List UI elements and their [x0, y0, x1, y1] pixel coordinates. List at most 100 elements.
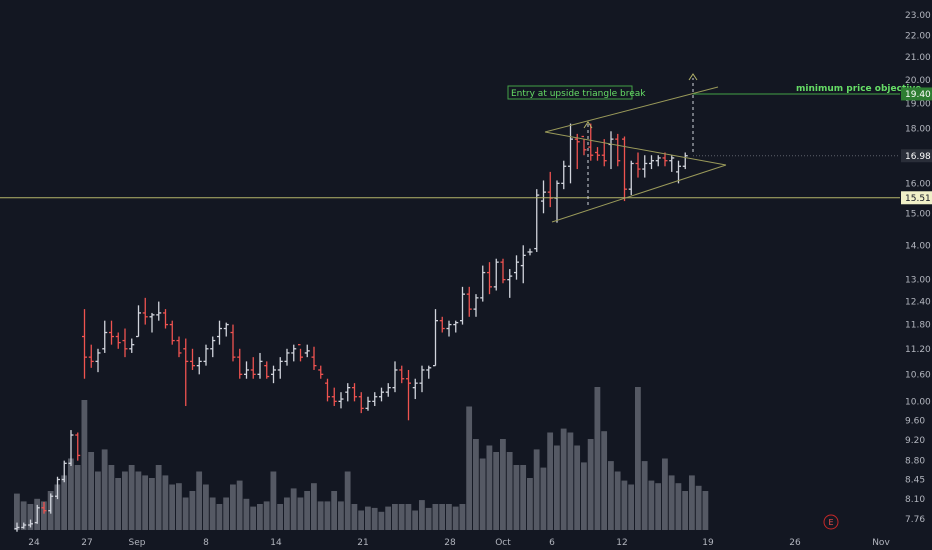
volume-bar	[581, 462, 587, 530]
volume-bar	[101, 449, 108, 530]
ohlc-bar	[21, 522, 27, 529]
y-tick-label: 22.00	[905, 32, 931, 42]
ohlc-bar	[541, 180, 546, 214]
volume-bar	[270, 471, 277, 530]
ohlc-bar	[655, 155, 661, 167]
ohlc-bar	[338, 392, 344, 409]
volume-bar	[230, 484, 236, 530]
ohlc-bar	[466, 286, 472, 317]
objective-annotation: minimum price objective	[796, 84, 921, 94]
ohlc-bar	[365, 396, 371, 411]
ohlc-bar	[318, 365, 324, 379]
ohlc-bar	[230, 324, 236, 362]
ohlc-bar	[379, 387, 384, 402]
ohlc-bar	[352, 383, 357, 402]
ohlc-bar	[385, 383, 391, 397]
support-price-badge: 15.51	[905, 194, 931, 204]
volume-bar	[88, 452, 95, 530]
volume-bar	[155, 465, 162, 530]
volume-bar	[587, 439, 594, 530]
volume-bar	[263, 501, 270, 530]
ohlc-bar	[304, 344, 310, 358]
volume-bar	[648, 480, 655, 530]
volume-bar	[628, 484, 635, 530]
volume-bar	[196, 471, 203, 530]
ohlc-bar	[61, 460, 67, 483]
ohlc-bar	[298, 344, 303, 362]
ohlc-bar	[615, 133, 621, 167]
x-tick-label: Sep	[129, 538, 146, 548]
ohlc-bar	[14, 522, 20, 532]
ohlc-bar	[68, 430, 74, 466]
ohlc-bar	[493, 258, 499, 291]
volume-bar	[81, 400, 88, 530]
ohlc-bar	[561, 160, 567, 190]
volume-bar	[574, 445, 581, 530]
volume-bar	[257, 504, 263, 530]
ohlc-bar	[102, 320, 108, 353]
volume-bar	[344, 471, 351, 530]
volume-bar	[547, 432, 554, 530]
y-tick-label: 9.60	[905, 416, 925, 426]
volume-bar	[675, 483, 682, 530]
ohlc-bar	[628, 160, 634, 196]
volume-bar	[702, 491, 709, 530]
volume-bar	[74, 465, 81, 530]
volume-bar	[479, 458, 486, 530]
volume-bar	[209, 497, 216, 530]
volume-bar	[682, 491, 689, 530]
volume-bar	[513, 465, 520, 530]
ohlc-bar	[406, 369, 411, 421]
price-bars	[14, 123, 688, 532]
ohlc-bar	[250, 357, 256, 379]
ohlc-bar	[514, 255, 519, 280]
volume-bar	[20, 501, 27, 530]
volume-bar	[392, 504, 398, 530]
volume-bar	[68, 458, 74, 530]
volume-bar	[540, 467, 547, 530]
entry-annotation: Entry at upside triangle break	[511, 89, 646, 99]
volume-bar	[243, 498, 250, 530]
ohlc-bar	[257, 352, 263, 379]
y-tick-label: 18.00	[905, 125, 931, 135]
volume-bar	[122, 471, 128, 530]
ohlc-bar	[41, 501, 47, 514]
volume-bar	[277, 504, 284, 530]
overlay-drawings: Entry at upside triangle break minimum pr…	[0, 73, 921, 530]
ohlc-bar	[277, 357, 283, 379]
ohlc-bar	[534, 189, 540, 252]
volume-bar	[506, 452, 513, 530]
volume-bar	[689, 475, 695, 530]
ohlc-bar	[75, 432, 81, 461]
ohlc-bar	[487, 262, 492, 295]
volume-bar	[500, 439, 506, 530]
volume-bar	[432, 504, 439, 530]
y-tick-label: 10.60	[905, 370, 931, 380]
ohlc-bar	[176, 336, 182, 358]
volume-bar	[189, 491, 196, 530]
ohlc-bar	[142, 297, 148, 325]
ohlc-bar	[244, 361, 249, 379]
volume-bar	[115, 478, 122, 530]
x-tick-label: 6	[549, 538, 555, 548]
volume-bar	[560, 428, 567, 530]
y-tick-label: 12.40	[905, 298, 931, 308]
x-axis: 24 27 Sep 8 14 21 28 Oct 6 12 19 26 Nov	[28, 538, 890, 548]
y-tick-label: 8.80	[905, 457, 925, 467]
volume-bar	[405, 504, 412, 530]
volume-bar	[14, 493, 20, 530]
volume-bar	[520, 465, 527, 530]
ohlc-bar	[183, 338, 189, 407]
ohlc-bar	[588, 123, 594, 161]
ohlc-bar	[554, 180, 560, 223]
ohlc-bar	[55, 476, 60, 500]
volume-bar	[601, 431, 608, 530]
ohlc-bar	[223, 322, 229, 337]
volume-bar	[412, 510, 419, 530]
volume-bar	[621, 480, 628, 530]
ohlc-bar	[190, 348, 195, 370]
volume-bar	[176, 483, 182, 530]
volume-bar	[54, 484, 61, 530]
y-tick-label: 10.00	[905, 397, 931, 407]
volume-bar	[142, 475, 149, 530]
